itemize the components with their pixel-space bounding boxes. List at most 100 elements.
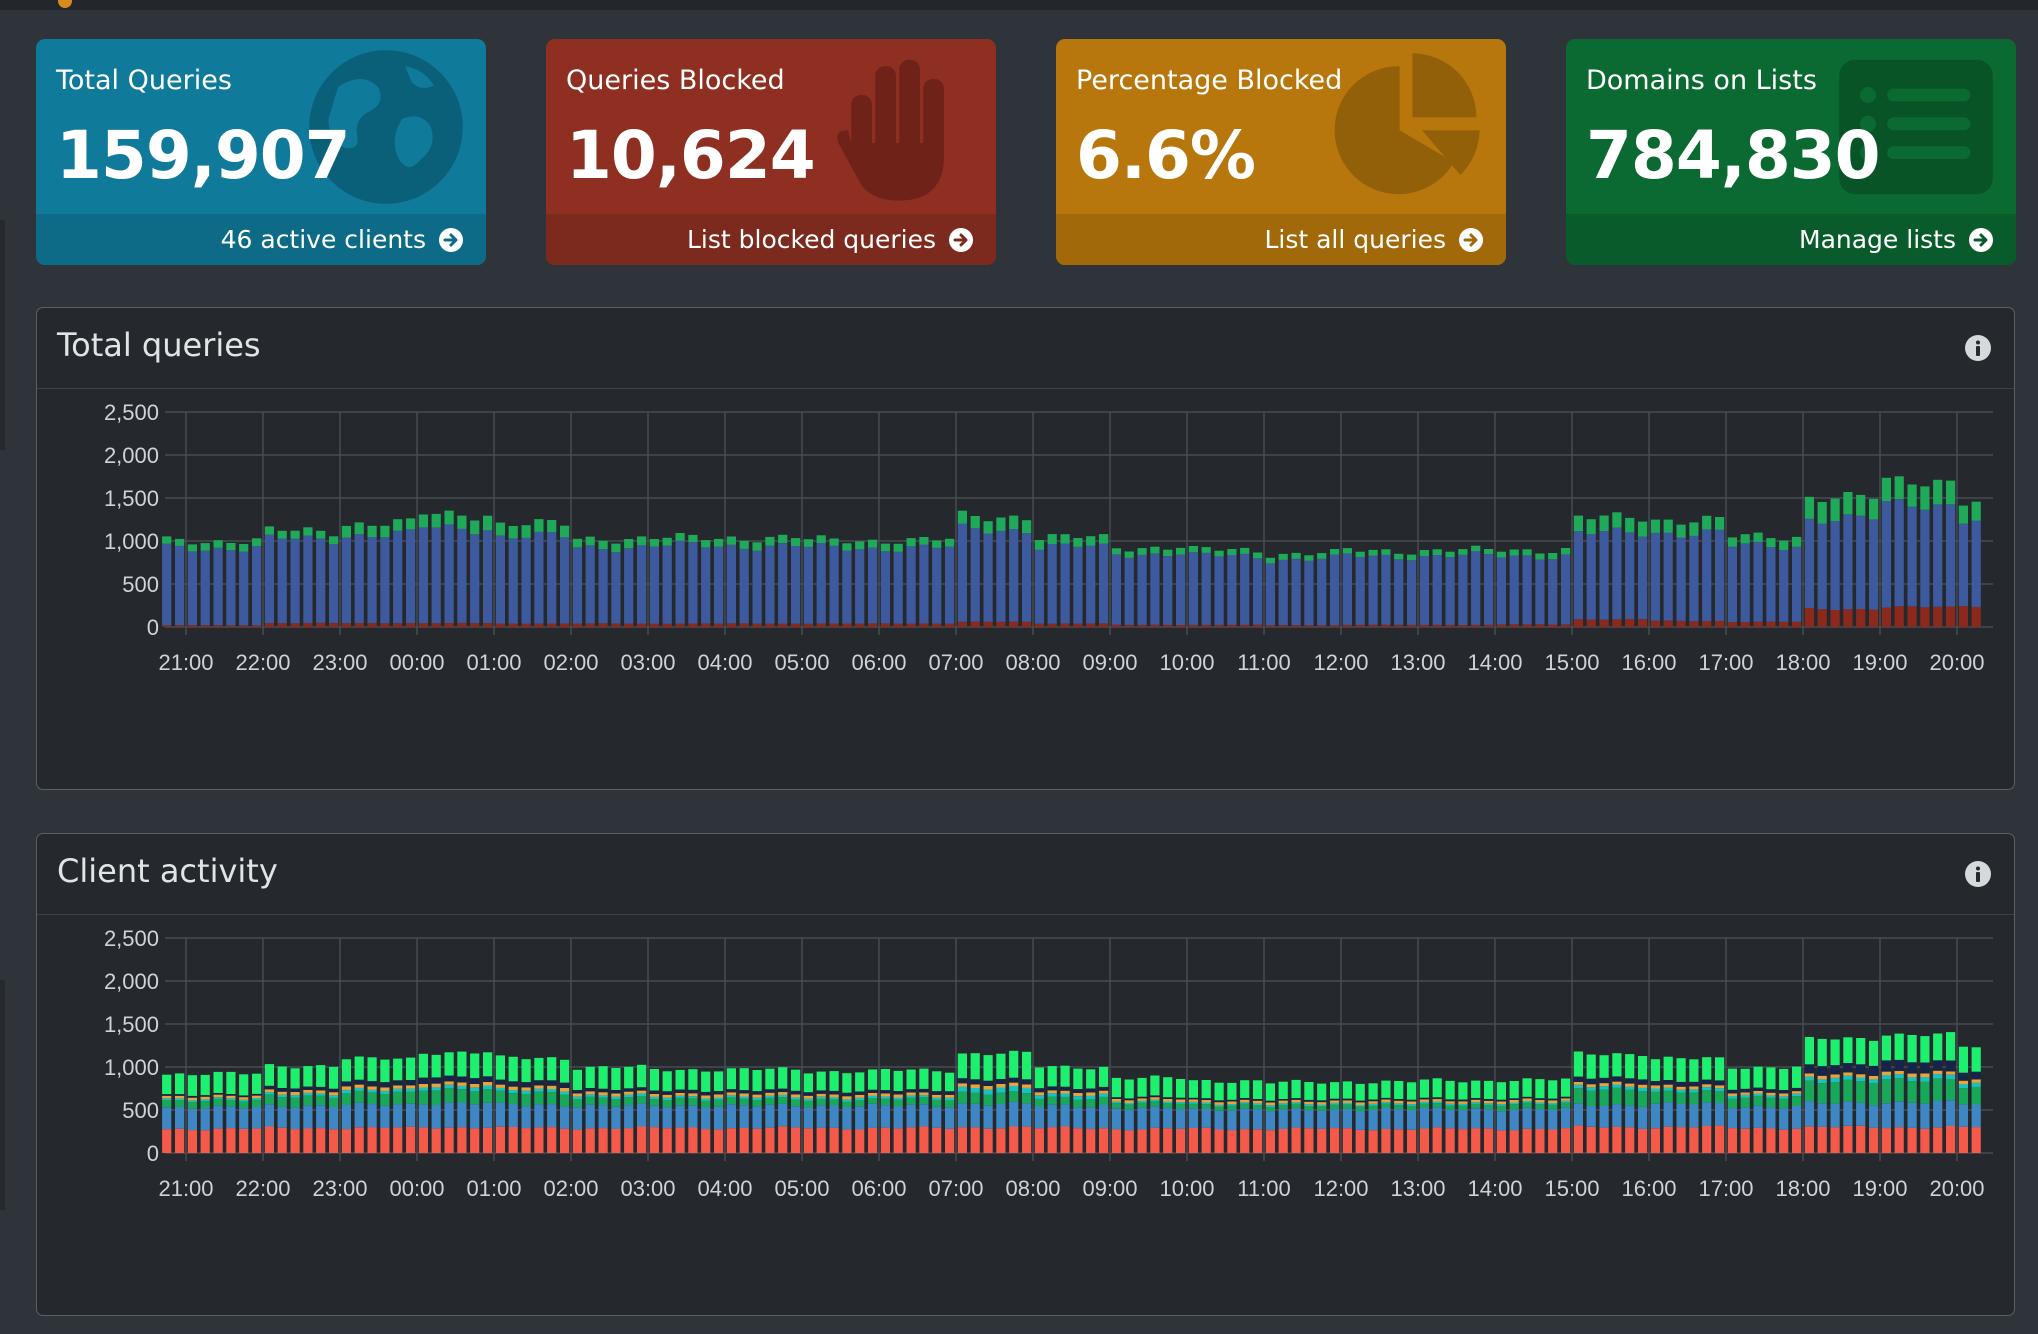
bar-segment[interactable] [1612,619,1622,627]
bar-segment[interactable] [598,1095,608,1098]
bar-segment[interactable] [1894,476,1904,499]
bar-segment[interactable] [1201,1100,1211,1103]
bar-segment[interactable] [316,1105,326,1129]
bar-segment[interactable] [290,1095,300,1098]
bar-segment[interactable] [1856,1038,1866,1065]
bar-segment[interactable] [1240,1098,1250,1100]
bar-segment[interactable] [1073,1099,1083,1108]
bar-segment[interactable] [1304,560,1314,626]
bar-segment[interactable] [162,543,172,626]
bar-segment[interactable] [649,1127,659,1153]
bar-segment[interactable] [495,1055,505,1080]
bar-segment[interactable] [226,1100,236,1107]
bar-segment[interactable] [932,540,942,548]
bar-segment[interactable] [649,1094,659,1097]
bar-segment[interactable] [303,1128,313,1154]
bar-segment[interactable] [264,1094,274,1105]
bar-segment[interactable] [1214,1106,1224,1111]
bar-segment[interactable] [970,1127,980,1153]
bar-segment[interactable] [1407,1082,1417,1100]
bar-segment[interactable] [1727,546,1737,623]
bar-segment[interactable] [1881,1035,1891,1061]
bar-segment[interactable] [1509,1098,1519,1100]
bar-segment[interactable] [444,1102,454,1128]
bar-segment[interactable] [1381,1102,1391,1104]
bar-segment[interactable] [1099,1093,1109,1097]
bar-segment[interactable] [791,1099,801,1107]
bar-segment[interactable] [868,1104,878,1128]
bar-segment[interactable] [816,623,826,627]
bar-segment[interactable] [1368,1083,1378,1100]
bar-segment[interactable] [367,1104,377,1128]
bar-segment[interactable] [1407,1104,1417,1106]
bar-segment[interactable] [252,1098,262,1100]
bar-segment[interactable] [521,623,531,627]
bar-segment[interactable] [803,1101,813,1108]
bar-segment[interactable] [495,1079,505,1085]
bar-segment[interactable] [1933,1127,1943,1153]
bar-segment[interactable] [1561,1078,1571,1097]
bar-segment[interactable] [341,537,351,624]
bar-segment[interactable] [1535,1098,1545,1100]
bar-segment[interactable] [329,623,339,627]
bar-segment[interactable] [341,1081,351,1087]
bar-segment[interactable] [508,526,518,539]
bar-segment[interactable] [919,1092,929,1096]
bar-segment[interactable] [611,1093,621,1097]
bar-segment[interactable] [329,1129,339,1153]
bar-segment[interactable] [264,1126,274,1154]
bar-segment[interactable] [1843,1072,1853,1076]
bar-segment[interactable] [945,546,955,624]
bar-segment[interactable] [1111,1129,1121,1153]
bar-segment[interactable] [264,1089,274,1093]
bar-segment[interactable] [1971,1082,1981,1087]
bar-segment[interactable] [611,543,621,553]
bar-segment[interactable] [560,623,570,627]
bar-segment[interactable] [919,1126,929,1153]
bar-segment[interactable] [1496,557,1506,625]
bar-segment[interactable] [932,1097,942,1100]
bar-segment[interactable] [1060,543,1070,624]
bar-segment[interactable] [1856,1081,1866,1103]
bar-segment[interactable] [932,1127,942,1153]
bar-segment[interactable] [932,1100,942,1107]
bar-segment[interactable] [1060,1065,1070,1087]
bar-segment[interactable] [1496,1105,1506,1112]
bar-segment[interactable] [1740,1068,1750,1089]
bar-segment[interactable] [1394,1103,1404,1106]
bar-segment[interactable] [675,1095,685,1098]
bar-segment[interactable] [637,1093,647,1096]
bar-segment[interactable] [983,1055,993,1081]
bar-segment[interactable] [1355,1102,1365,1105]
bar-segment[interactable] [316,1090,326,1094]
bar-segment[interactable] [1843,609,1853,627]
bar-segment[interactable] [162,1129,172,1153]
bar-segment[interactable] [1561,1102,1571,1108]
bar-segment[interactable] [213,1105,223,1129]
bar-segment[interactable] [252,538,262,546]
bar-segment[interactable] [341,623,351,627]
bar-segment[interactable] [213,1097,223,1099]
bar-segment[interactable] [418,1053,428,1078]
bar-segment[interactable] [765,1104,775,1128]
bar-segment[interactable] [1561,1100,1571,1103]
bar-segment[interactable] [1792,1105,1802,1129]
bar-segment[interactable] [303,1089,313,1093]
bar-segment[interactable] [1946,1074,1956,1080]
bar-segment[interactable] [1663,1090,1673,1103]
bar-segment[interactable] [1843,1075,1853,1080]
bar-segment[interactable] [1278,1129,1288,1153]
bar-segment[interactable] [1509,1081,1519,1099]
bar-segment[interactable] [1471,551,1481,625]
bar-segment[interactable] [521,1087,531,1091]
bar-segment[interactable] [688,1069,698,1090]
bar-segment[interactable] [624,1066,634,1089]
bar-segment[interactable] [277,1088,287,1092]
bar-segment[interactable] [1496,624,1506,627]
bar-segment[interactable] [200,1074,210,1096]
bar-segment[interactable] [1278,625,1288,627]
bar-segment[interactable] [611,1090,621,1094]
bar-segment[interactable] [1843,492,1853,515]
bar-segment[interactable] [495,1090,505,1103]
bar-segment[interactable] [1522,549,1532,556]
